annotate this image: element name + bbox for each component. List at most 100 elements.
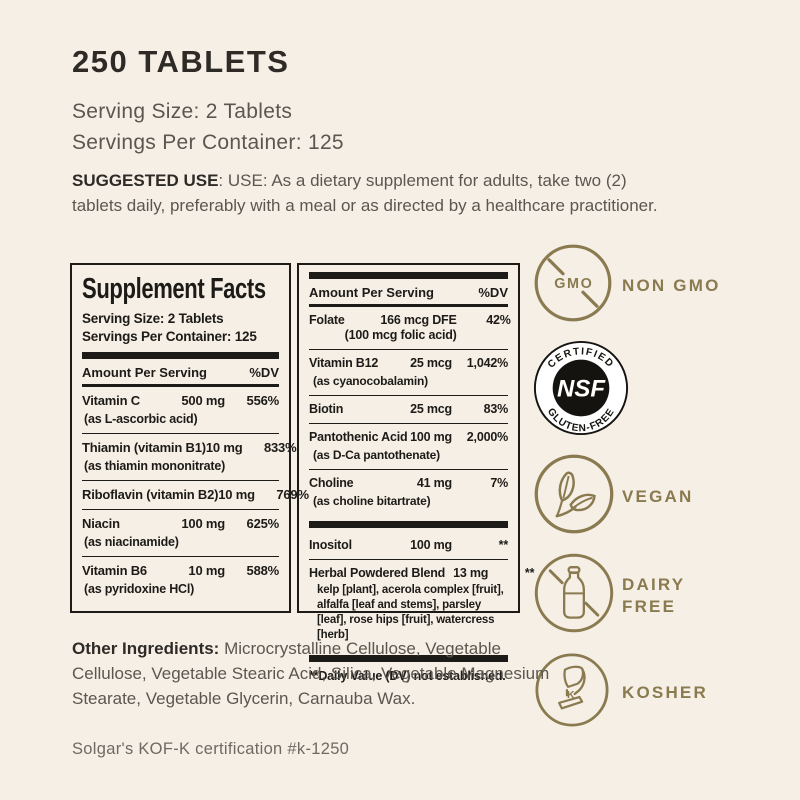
nutrient-form: (as cyanocobalamin): [313, 374, 428, 388]
nutrient-amount: 41 mg: [416, 476, 452, 490]
suggested-use-text: : USE: As a dietary supplement for adult…: [72, 171, 658, 215]
thick-rule: [82, 352, 279, 359]
dv-header-label: %DV: [249, 365, 279, 380]
nutrient-name: Herbal Powdered Blend: [309, 566, 446, 580]
certification-badges: GMO NON GMO NSF CERTIFIED: [533, 0, 773, 800]
svg-text:GMO: GMO: [554, 276, 593, 292]
nutrient-amount-detail: (100 mcg folic acid): [344, 328, 457, 342]
page-title: 250 TABLETS: [72, 44, 290, 79]
thick-rule: [309, 655, 508, 662]
badge-kosher: K KOSHER: [533, 651, 708, 734]
other-ingredients-text: Microcrystalline Cellulose, Vegetable Ce…: [72, 639, 550, 708]
vegan-leaves-icon: [533, 453, 622, 540]
svg-text:K: K: [567, 689, 575, 701]
nutrient-amount: 10 mg: [218, 487, 255, 502]
nutrient-row-riboflavin: Riboflavin (vitamin B2) 10 mg 769%: [82, 481, 309, 510]
nutrient-amount: 25 mcg: [410, 356, 452, 370]
herbal-blend-ingredients: kelp [plant], acerola complex [fruit], a…: [317, 584, 504, 641]
dairy-free-label: DAIRY FREE: [622, 574, 686, 616]
non-gmo-icon: GMO: [533, 243, 622, 328]
nutrient-amount: 100 mg: [410, 430, 452, 444]
amount-header-label: Amount Per Serving: [82, 365, 207, 380]
amount-per-serving-header: Amount Per Serving %DV: [309, 283, 508, 307]
nutrient-name: Thiamin (vitamin B1): [82, 440, 206, 455]
servings-per-container-text: Servings Per Container: 125: [72, 131, 344, 154]
suggested-use-label: SUGGESTED USE: [72, 171, 219, 190]
kosher-label: KOSHER: [622, 682, 708, 702]
nutrient-amount: 500 mg: [181, 393, 225, 408]
nutrient-form: (as niacinamide): [84, 535, 179, 549]
nsf-certified-gluten-free-icon: NSF CERTIFIED GLUTEN-FREE: [533, 340, 629, 441]
nutrient-amount: 25 mcg: [410, 402, 452, 416]
facts-servings-per-container: Servings Per Container: 125: [82, 329, 257, 344]
nutrient-dv: 556%: [246, 393, 280, 408]
nutrient-dv: 7%: [490, 476, 508, 490]
nutrient-amount: 10 mg: [205, 440, 243, 455]
nutrient-amount: 100 mg: [181, 516, 225, 531]
nutrient-row-choline: Choline 41 mg 7% (as choline bitartrate): [309, 470, 508, 515]
vegan-label: VEGAN: [622, 486, 694, 506]
nutrient-amount: 166 mcg DFE (100 mcg folic acid): [344, 313, 457, 342]
nutrient-dv: 833%: [263, 440, 297, 455]
thick-rule: [309, 272, 508, 279]
serving-info: Serving Size: 2 Tablets Servings Per Con…: [72, 96, 344, 158]
nutrient-row-biotin: Biotin 25 mcg 83%: [309, 396, 508, 424]
badge-non-gmo: GMO NON GMO: [533, 243, 721, 328]
nutrient-row-vitamin-b6: Vitamin B6 10 mg 588% (as pyridoxine HCl…: [82, 557, 279, 603]
thick-rule: [309, 521, 508, 528]
nutrient-amount: 13 mg: [453, 566, 489, 580]
nutrient-row-vitamin-c: Vitamin C 500 mg 556% (as L-ascorbic aci…: [82, 387, 279, 434]
nutrient-name: Folate: [309, 313, 345, 327]
nutrient-name: Vitamin B6: [82, 563, 147, 578]
nutrient-amount: 10 mg: [188, 563, 225, 578]
nutrient-row-folate: Folate 166 mcg DFE (100 mcg folic acid) …: [309, 307, 511, 350]
nutrient-dv: 1,042%: [466, 356, 508, 370]
nutrient-name: Choline: [309, 476, 354, 490]
dv-header-label: %DV: [478, 285, 508, 300]
kof-k-certification-text: Solgar's KOF-K certification #k-1250: [72, 740, 350, 758]
badge-nsf-gluten-free: NSF CERTIFIED GLUTEN-FREE: [533, 340, 629, 441]
nutrient-form: (as pyridoxine HCl): [84, 582, 195, 596]
nutrient-dv: 83%: [483, 402, 509, 416]
nutrient-name: Vitamin C: [82, 393, 140, 408]
other-ingredients-paragraph: Other Ingredients: Microcrystalline Cell…: [72, 636, 550, 711]
nutrient-name: Niacin: [82, 516, 120, 531]
nutrient-dv: 769%: [276, 487, 309, 502]
nutrient-row-thiamin: Thiamin (vitamin B1) 10 mg 833% (as thia…: [82, 434, 297, 481]
nutrient-row-herbal-blend: Herbal Powdered Blend 13 mg ** kelp [pla…: [309, 560, 534, 649]
nutrient-name: Pantothenic Acid: [309, 430, 408, 444]
amount-header-label: Amount Per Serving: [309, 285, 434, 300]
nutrient-dv: **: [524, 566, 535, 580]
nutrient-row-inositol: Inositol 100 mg **: [309, 532, 508, 560]
suggested-use-paragraph: SUGGESTED USE: USE: As a dietary supplem…: [72, 168, 664, 218]
nutrient-dv: 625%: [246, 516, 280, 531]
nutrient-name: Riboflavin (vitamin B2): [82, 487, 219, 502]
non-gmo-label: NON GMO: [622, 275, 721, 295]
nutrient-name: Vitamin B12: [309, 356, 379, 370]
serving-size-text: Serving Size: 2 Tablets: [72, 100, 293, 123]
nutrient-row-vitamin-b12: Vitamin B12 25 mcg 1,042% (as cyanocobal…: [309, 350, 508, 396]
nutrient-form: (as D-Ca pantothenate): [313, 448, 440, 462]
badge-dairy-free: DAIRY FREE: [533, 552, 685, 639]
nutrient-form: (as thiamin mononitrate): [84, 459, 226, 473]
nutrient-dv: 588%: [246, 563, 280, 578]
nutrient-form: (as L-ascorbic acid): [84, 412, 198, 426]
nutrient-row-pantothenic-acid: Pantothenic Acid 100 mg 2,000% (as D-Ca …: [309, 424, 508, 470]
facts-serving-size: Serving Size: 2 Tablets: [82, 311, 224, 326]
nutrient-name: Biotin: [309, 402, 344, 416]
nutrient-amount: 100 mg: [410, 538, 452, 552]
kosher-kof-k-icon: K: [533, 651, 622, 734]
nutrient-dv: 42%: [486, 313, 511, 327]
dairy-free-bottle-icon: [533, 552, 622, 639]
svg-text:NSF: NSF: [557, 376, 606, 403]
supplement-facts-left-box: Supplement Facts Serving Size: 2 Tablets…: [70, 263, 309, 613]
nutrient-dv: 2,000%: [466, 430, 508, 444]
supplement-facts-title: Supplement Facts: [82, 273, 266, 305]
amount-per-serving-header: Amount Per Serving %DV: [82, 363, 279, 387]
daily-value-footnote: **Daily Value (DV) not established.: [309, 669, 506, 683]
nutrient-row-niacin: Niacin 100 mg 625% (as niacinamide): [82, 510, 279, 557]
nutrient-name: Inositol: [309, 538, 352, 552]
supplement-facts-panel: Supplement Facts Serving Size: 2 Tablets…: [70, 263, 534, 683]
badge-vegan: VEGAN: [533, 453, 693, 540]
